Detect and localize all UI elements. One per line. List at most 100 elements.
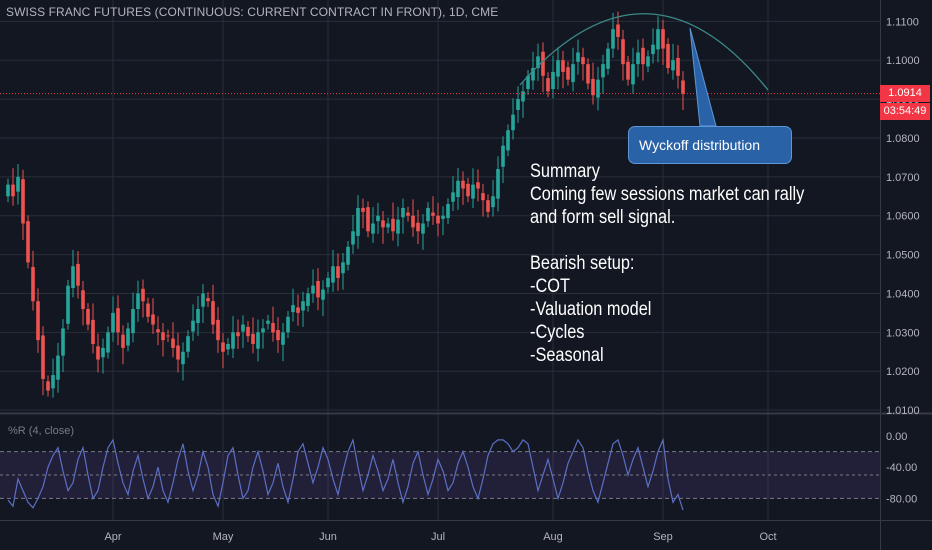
y-tick-label: 1.0200: [886, 366, 920, 378]
summary-text[interactable]: Summary Coming few sessions market can ra…: [530, 160, 804, 367]
candle-body: [456, 180, 460, 198]
candle-body: [401, 207, 405, 218]
candle-body: [616, 24, 620, 37]
candle-body: [196, 309, 200, 323]
candle-body: [486, 200, 490, 212]
candle-body: [626, 61, 630, 80]
candle-body: [326, 277, 330, 288]
candle-body: [16, 176, 20, 192]
candle-body: [146, 303, 150, 317]
candles: [6, 11, 685, 398]
y-tick-label: 1.0100: [886, 405, 920, 417]
candle-body: [276, 329, 280, 341]
candle-body: [171, 338, 175, 348]
x-tick-label: Apr: [104, 531, 121, 543]
candle-body: [136, 293, 140, 309]
candle-body: [41, 335, 45, 379]
candle-body: [666, 43, 670, 69]
candle-body: [411, 215, 415, 228]
candle-body: [111, 312, 115, 333]
candle-body: [531, 68, 535, 81]
indicator-tick-label: 0.00: [886, 431, 907, 443]
candle-body: [141, 288, 145, 302]
candle-body: [416, 222, 420, 232]
countdown-badge: 03:54:49: [880, 102, 930, 120]
candle-body: [641, 47, 645, 65]
candle-body: [11, 184, 15, 197]
y-tick-label: 1.0800: [886, 133, 920, 145]
candle-body: [396, 219, 400, 234]
candle-body: [581, 57, 585, 65]
candle-body: [71, 266, 75, 289]
indicator-tick-label: -40.00: [886, 462, 917, 474]
summary-line: -Seasonal: [530, 345, 604, 366]
summary-line: Summary: [530, 161, 600, 182]
candle-body: [31, 267, 35, 302]
candle-body: [341, 262, 345, 274]
candle-body: [591, 78, 595, 96]
candle-body: [266, 320, 270, 324]
candle-body: [471, 184, 475, 199]
candle-body: [391, 218, 395, 232]
candle-body: [621, 39, 625, 65]
candle-body: [186, 336, 190, 352]
summary-line: -COT: [530, 276, 570, 297]
candle-body: [271, 322, 275, 333]
candle-body: [81, 290, 85, 309]
candle-body: [241, 324, 245, 332]
candle-body: [356, 207, 360, 236]
candle-body: [246, 326, 250, 337]
y-tick-label: 1.0400: [886, 288, 920, 300]
candle-body: [631, 64, 635, 85]
candle-body: [91, 319, 95, 344]
candle-body: [321, 289, 325, 300]
candle-body: [311, 285, 315, 294]
candle-body: [676, 57, 680, 76]
candle-body: [126, 328, 130, 346]
candle-body: [286, 316, 290, 333]
candle-body: [501, 145, 505, 167]
candle-body: [36, 301, 40, 341]
candle-body: [181, 351, 185, 365]
candle-body: [431, 212, 435, 216]
summary-line: -Cycles: [530, 322, 585, 343]
candle-body: [656, 29, 660, 50]
candle-body: [521, 91, 525, 102]
candle-body: [466, 183, 470, 197]
candle-body: [346, 246, 350, 265]
candle-body: [386, 223, 390, 228]
williams-r-line: [7, 437, 684, 511]
distribution-arc: [519, 13, 769, 91]
candle-body: [361, 207, 365, 212]
wyckoff-callout[interactable]: Wyckoff distribution: [628, 126, 792, 164]
candle-body: [506, 130, 510, 151]
summary-line: [530, 229, 804, 252]
candle-body: [106, 332, 110, 353]
candle-body: [551, 71, 555, 90]
last-price-badge: 1.0914: [880, 84, 930, 102]
candle-body: [176, 345, 180, 360]
y-tick-label: 1.1000: [886, 55, 920, 67]
candle-body: [601, 64, 605, 78]
candle-body: [566, 67, 570, 80]
candle-body: [316, 281, 320, 298]
candle-body: [301, 301, 305, 311]
x-tick-label: Aug: [543, 531, 563, 543]
candle-body: [216, 319, 220, 341]
candle-body: [646, 56, 650, 67]
candle-body: [166, 335, 170, 337]
candle-body: [161, 332, 165, 341]
x-tick-label: Sep: [653, 531, 673, 543]
candle-body: [151, 314, 155, 325]
candle-body: [21, 179, 25, 224]
candle-body: [201, 293, 205, 307]
candle-body: [281, 332, 285, 345]
candle-body: [191, 320, 195, 332]
candle-body: [156, 329, 160, 333]
candle-body: [611, 29, 615, 49]
indicator-tick-label: -80.00: [886, 493, 917, 505]
candle-body: [556, 60, 560, 77]
candle-body: [86, 309, 90, 325]
candle-body: [681, 80, 685, 94]
